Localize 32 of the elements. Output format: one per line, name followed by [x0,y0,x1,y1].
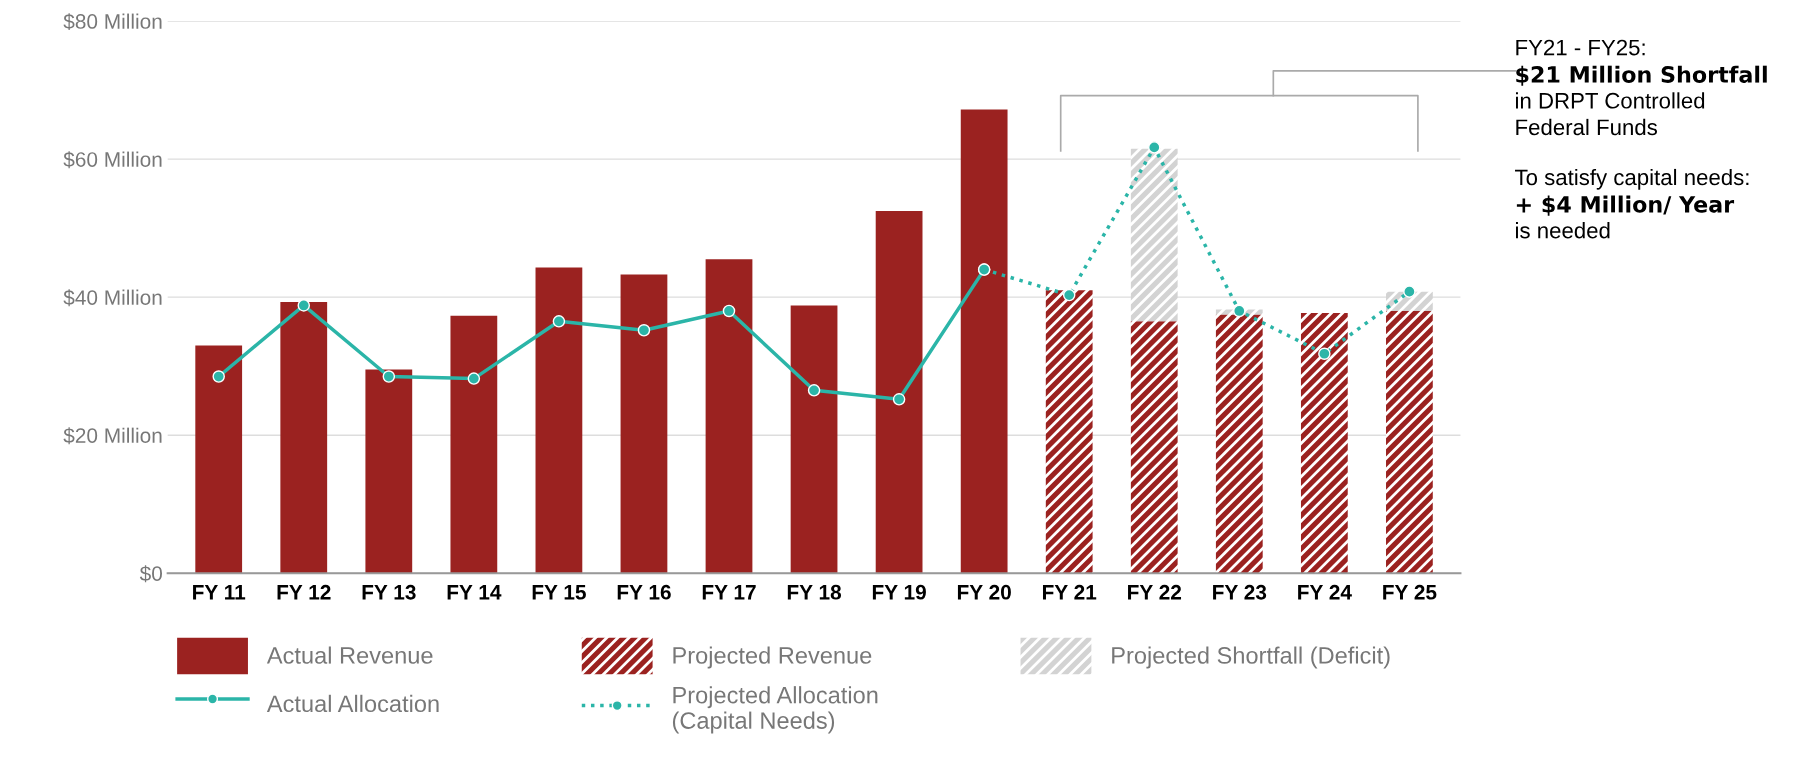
legend-label: Projected Revenue [673,646,872,669]
x-tick-label: FY 20 [957,584,1011,600]
text: FY21 - FY25: [1516,39,1645,56]
y-tick-label: $40 Million [63,289,162,307]
text: in DRPT Controlled [1516,92,1705,109]
x-tick-label: FY 17 [702,585,756,600]
y-tick-label: $60 Million [63,151,162,169]
x-tick-label: FY 13 [362,584,416,600]
x-tick-label: FY 18 [787,584,842,600]
legend-label: Projected Allocation (Capital Needs) [672,686,878,734]
y-tick-label: $20 Million [63,427,162,445]
x-tick-label: FY 15 [532,585,586,600]
text: is needed [1516,222,1610,239]
y-tick-label: $80 Million [63,13,162,31]
x-tick-label: FY 23 [1213,584,1267,600]
legend-label: Actual Revenue [266,646,433,664]
x-tick-label: FY 21 [1042,584,1097,600]
text: Federal Funds [1516,118,1657,136]
x-tick-label: FY 14 [447,585,502,600]
x-tick-label: FY 19 [872,584,926,600]
text: $21 Million Shortfall [1516,65,1767,86]
text: To satisfy capital needs: [1515,168,1749,190]
x-tick-label: FY 22 [1128,584,1182,600]
x-tick-label: FY 24 [1298,584,1352,600]
x-tick-label: FY 12 [277,584,331,600]
x-tick-label: FY 11 [193,585,246,600]
x-tick-label: FY 16 [617,584,671,600]
legend-label: Projected Shortfall (Deficit) [1112,646,1390,669]
text: + $4 Million/ Year [1516,195,1735,216]
legend-label: Actual Allocation [266,694,439,713]
y-tick-label: $0 [139,565,163,583]
x-tick-label: FY 25 [1383,584,1437,600]
